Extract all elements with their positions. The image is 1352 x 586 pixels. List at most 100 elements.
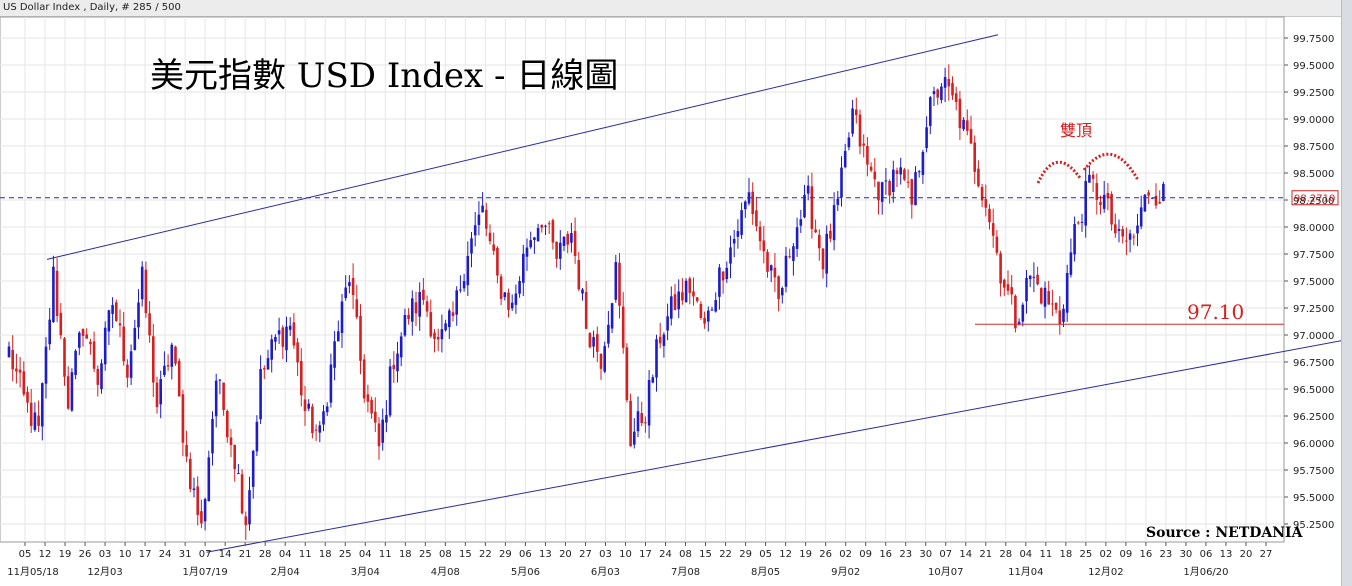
candle-up	[851, 108, 854, 134]
x-tick-label: 29	[739, 549, 752, 560]
candle-down	[1114, 224, 1117, 234]
x-month-label: 1月07/19	[183, 566, 228, 578]
candle-up	[322, 411, 325, 425]
candle-up	[529, 240, 532, 248]
y-tick-label: 96.7500	[1293, 358, 1334, 369]
candle-down	[436, 336, 440, 340]
candle-up	[214, 380, 218, 417]
candle-up	[329, 364, 333, 403]
x-tick-label: 30	[919, 549, 932, 560]
candle-down	[980, 186, 984, 201]
candle-up	[921, 151, 925, 175]
x-tick-label: 16	[879, 549, 892, 560]
x-tick-label: 03	[99, 549, 112, 560]
candle-up	[100, 363, 103, 390]
candle-down	[1077, 222, 1080, 224]
candle-down	[392, 364, 396, 370]
candle-down	[551, 220, 555, 243]
candle-up	[670, 296, 673, 319]
candle-down	[1147, 192, 1150, 196]
channel-upper-line	[46, 34, 999, 260]
candle-up	[159, 379, 162, 405]
candle-down	[222, 382, 225, 411]
candle-down	[1125, 240, 1128, 242]
candle-up	[1162, 183, 1165, 201]
x-tick-label: 13	[539, 549, 552, 560]
candle-up	[799, 219, 803, 226]
candle-up	[684, 280, 688, 303]
candle-up	[52, 266, 55, 323]
y-tick-label: 98.2500	[1293, 196, 1334, 207]
candle-down	[425, 301, 429, 312]
candle-up	[806, 185, 810, 194]
x-month-label: 11月05/18	[7, 566, 59, 578]
candle-down	[292, 322, 296, 346]
candle-down	[692, 291, 695, 297]
candle-up	[725, 267, 729, 280]
candle-down	[969, 128, 973, 144]
candle-up	[396, 353, 399, 372]
candle-down	[81, 329, 85, 336]
x-tick-label: 22	[479, 549, 492, 560]
candle-down	[977, 168, 980, 187]
candle-up	[655, 339, 658, 378]
candle-up	[1073, 224, 1076, 255]
candle-up	[259, 369, 262, 420]
candle-down	[829, 230, 832, 239]
y-tick-label: 97.5000	[1293, 277, 1334, 288]
candle-down	[89, 341, 92, 345]
candle-up	[381, 419, 384, 443]
x-tick-label: 02	[1100, 549, 1113, 560]
candle-up	[559, 242, 562, 259]
candle-up	[344, 287, 347, 299]
candle-down	[555, 241, 558, 259]
x-month-label: 10月07	[928, 566, 963, 578]
candle-down	[988, 208, 991, 223]
candle-up	[163, 365, 166, 376]
candle-up	[333, 341, 336, 368]
y-tick-label: 96.0000	[1293, 439, 1334, 450]
x-tick-label: 04	[279, 549, 292, 560]
candle-down	[200, 511, 203, 524]
candle-down	[658, 336, 662, 344]
candle-down	[699, 303, 703, 319]
candle-down	[588, 333, 592, 348]
candle-up	[832, 205, 836, 241]
y-tick-label: 98.0000	[1293, 223, 1334, 234]
candle-up	[1021, 304, 1025, 322]
candle-up	[932, 91, 936, 95]
candle-up	[740, 210, 743, 235]
candle-up	[1102, 194, 1106, 209]
candle-down	[152, 336, 155, 383]
candle-up	[203, 499, 207, 522]
candle-up	[840, 167, 843, 198]
candle-down	[1132, 236, 1136, 238]
candle-down	[577, 260, 581, 290]
candle-down	[888, 180, 891, 196]
candle-down	[26, 391, 29, 403]
x-tick-label: 03	[599, 549, 612, 560]
candle-up	[592, 337, 595, 347]
x-tick-label: 11	[299, 549, 312, 560]
candle-down	[814, 229, 817, 233]
candle-down	[177, 360, 181, 397]
candle-down	[1106, 192, 1110, 198]
candle-up	[455, 290, 458, 315]
candle-up	[781, 288, 784, 296]
candle-up	[792, 246, 795, 261]
x-month-label: 4月08	[431, 566, 460, 578]
candle-up	[610, 303, 614, 329]
candle-down	[869, 166, 873, 171]
candle-up	[237, 473, 240, 475]
candle-down	[573, 230, 577, 256]
x-tick-label: 24	[159, 549, 172, 560]
candle-up	[470, 238, 473, 254]
candle-up	[1080, 221, 1084, 223]
candle-down	[281, 327, 285, 347]
candle-down	[66, 376, 70, 409]
candle-down	[122, 326, 125, 362]
candle-down	[148, 313, 151, 336]
candle-down	[540, 224, 544, 228]
candle-up	[41, 383, 44, 427]
candle-down	[1154, 195, 1158, 206]
